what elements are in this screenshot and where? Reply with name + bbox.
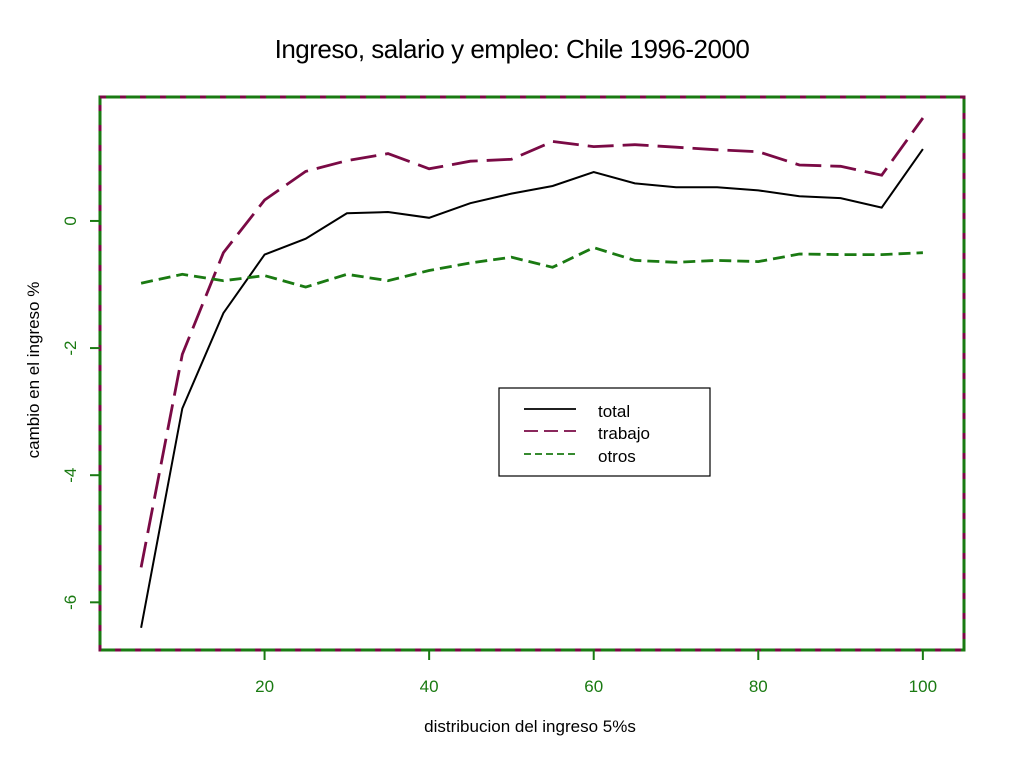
chart-title: Ingreso, salario y empleo: Chile 1996-20… xyxy=(275,34,750,64)
legend-label-otros: otros xyxy=(598,447,636,466)
series-lines xyxy=(139,117,925,628)
y-tick-label: -2 xyxy=(61,341,80,356)
y-tick-label: 0 xyxy=(61,216,80,225)
plot-frame-outer xyxy=(98,95,966,652)
axis-ticks: 20 40 60 80 100 0 -2 -4 -6 xyxy=(61,216,937,696)
x-axis-label: distribucion del ingreso 5%s xyxy=(424,717,636,736)
legend: total trabajo otros xyxy=(498,387,711,477)
y-tick-label: -4 xyxy=(61,468,80,483)
legend-label-trabajo: trabajo xyxy=(598,424,650,443)
series-line-total xyxy=(140,148,924,628)
x-tick-label: 100 xyxy=(909,677,937,696)
plot-frame xyxy=(98,95,966,652)
y-axis-label: cambio en el ingreso % xyxy=(24,282,43,459)
legend-box xyxy=(498,387,711,477)
x-tick-label: 40 xyxy=(420,677,439,696)
plot-frame-accent xyxy=(98,95,966,652)
series-line-otros xyxy=(140,246,923,289)
x-tick-label: 80 xyxy=(749,677,768,696)
legend-label-total: total xyxy=(598,402,630,421)
x-tick-label: 20 xyxy=(255,677,274,696)
series-line-trabajo xyxy=(139,117,925,568)
y-tick-label: -6 xyxy=(61,595,80,610)
x-tick-label: 60 xyxy=(584,677,603,696)
